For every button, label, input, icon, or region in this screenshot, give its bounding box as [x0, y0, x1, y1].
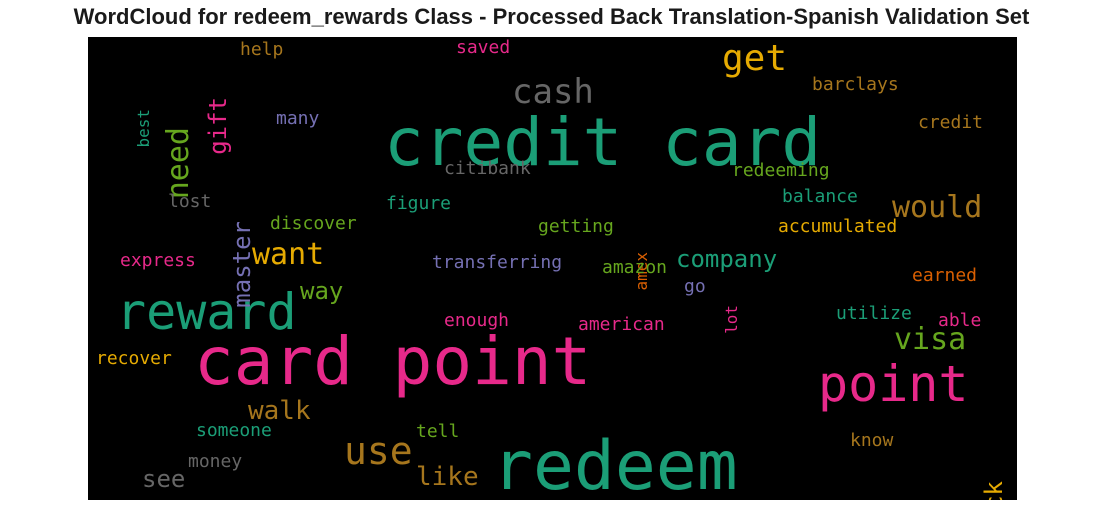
word-balance: balance: [782, 186, 858, 207]
word-money: money: [188, 451, 243, 472]
word-go: go: [684, 276, 706, 297]
word-american: american: [578, 314, 665, 335]
word-use: use: [344, 429, 413, 473]
word-master: master: [228, 221, 256, 308]
word-know: know: [850, 430, 894, 451]
word-cloud-canvas: credit card card point redeem point reward ca…: [88, 37, 1017, 500]
word-check: check: [980, 481, 1008, 500]
word-point: point: [818, 355, 969, 413]
word-lot: lot: [722, 305, 741, 334]
word-figure: figure: [386, 193, 452, 214]
chart-title: WordCloud for redeem_rewards Class - Pro…: [73, 4, 1030, 29]
word-tell: tell: [416, 421, 460, 442]
word-gift: gift: [204, 97, 232, 155]
word-cash: cash: [512, 72, 594, 112]
word-redeeming: redeeming: [732, 160, 830, 181]
word-someone: someone: [196, 420, 272, 441]
word-visa: visa: [894, 322, 967, 357]
word-want: want: [252, 237, 325, 272]
word-see: see: [142, 465, 186, 493]
word-would: would: [892, 190, 983, 225]
word-barclays: barclays: [812, 74, 899, 95]
word-transferring: transferring: [432, 252, 563, 273]
word-credit-card: credit card: [384, 104, 822, 181]
word-accumulated: accumulated: [778, 216, 898, 237]
word-get: get: [722, 38, 788, 79]
word-help: help: [240, 39, 284, 60]
word-citibank: citibank: [444, 158, 531, 179]
word-like: like: [416, 462, 479, 492]
word-discover: discover: [270, 213, 357, 234]
word-walk: walk: [248, 396, 311, 426]
word-best: best: [134, 109, 153, 148]
word-many: many: [276, 108, 320, 129]
word-credit: credit: [918, 112, 984, 133]
word-enough: enough: [444, 310, 510, 331]
word-utilize: utilize: [836, 303, 912, 324]
word-able: able: [938, 310, 982, 331]
word-saved: saved: [456, 37, 511, 58]
word-need: need: [161, 127, 196, 200]
word-express: express: [120, 250, 196, 271]
word-recover: recover: [96, 348, 172, 369]
word-reward: reward: [116, 283, 297, 341]
word-company: company: [676, 245, 778, 273]
word-earned: earned: [912, 265, 978, 286]
word-lost: lost: [168, 191, 212, 212]
word-card-point: card point: [194, 323, 592, 400]
word-way: way: [300, 277, 344, 305]
word-amazon: amazon: [602, 257, 668, 278]
word-getting: getting: [538, 216, 614, 237]
word-redeem: redeem: [492, 427, 738, 501]
